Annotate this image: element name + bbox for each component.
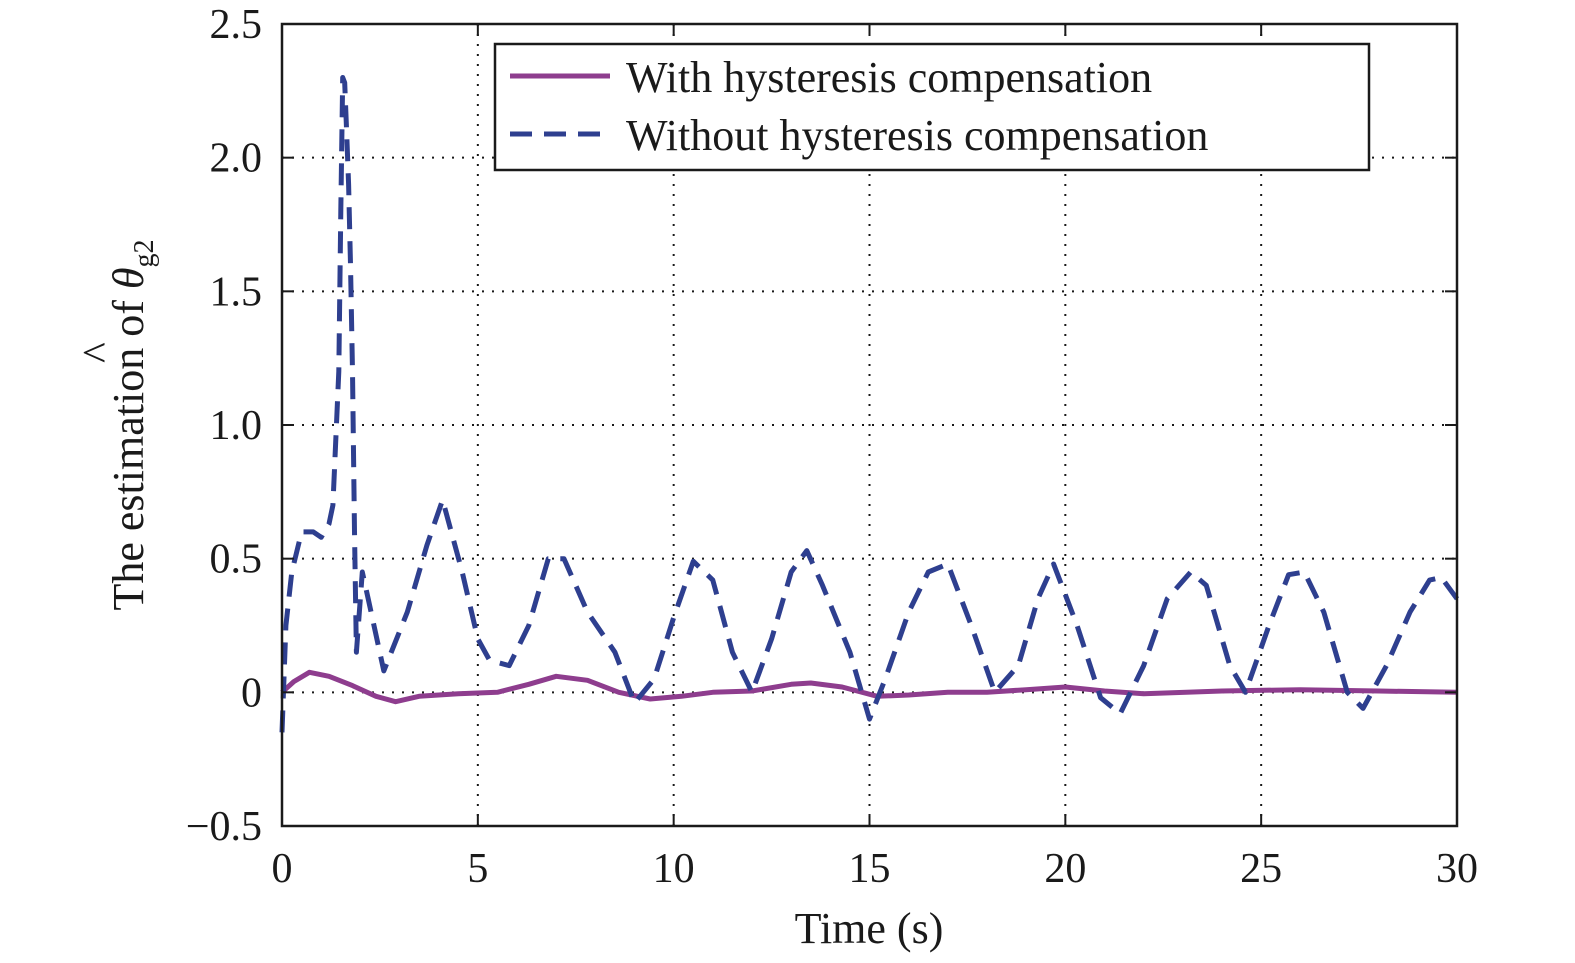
y-tick-label: 2.5 — [210, 2, 263, 48]
series-line-with-compensation — [280, 669, 1458, 705]
y-axis-title-symbol: θ — [104, 268, 153, 290]
y-tick-label: 0 — [241, 670, 262, 716]
y-axis-title-text: The estimation of θg2 — [104, 240, 160, 611]
y-axis-title-hat: ^ — [74, 342, 123, 363]
y-tick-label: 1.0 — [210, 403, 263, 449]
y-tick-label: 0.5 — [210, 537, 263, 583]
x-tick-label: 15 — [849, 846, 891, 892]
x-tick-label: 10 — [653, 846, 695, 892]
legend: With hysteresis compensation Without hys… — [493, 42, 1371, 172]
y-axis-title-subscript: g2 — [129, 240, 160, 268]
y-axis-title-prefix: The estimation of — [104, 289, 153, 610]
x-tick-label: 30 — [1436, 846, 1478, 892]
y-tick-label: 1.5 — [210, 269, 263, 315]
series-line-without-compensation — [279, 75, 1460, 733]
legend-label-with-compensation: With hysteresis compensation — [626, 53, 1152, 102]
y-tick-label: −0.5 — [186, 804, 262, 850]
x-tick-label: 5 — [467, 846, 488, 892]
legend-box — [493, 42, 1371, 172]
y-tick-labels: −0.5 0 0.5 1.0 1.5 2.0 2.5 — [186, 2, 262, 850]
ticks-layer — [281, 23, 1458, 827]
y-tick-label: 2.0 — [210, 136, 263, 182]
x-axis-title: Time (s) — [795, 904, 944, 953]
legend-label-without-compensation: Without hysteresis compensation — [626, 111, 1208, 160]
y-axis-title: The estimation of θg2 ^ — [74, 240, 160, 611]
grid-layer — [282, 24, 1457, 826]
x-tick-label: 0 — [272, 846, 293, 892]
x-tick-label: 20 — [1044, 846, 1086, 892]
x-tick-labels: 0 5 10 15 20 25 30 — [272, 846, 1479, 892]
series-layer — [279, 75, 1460, 733]
x-tick-label: 25 — [1240, 846, 1282, 892]
